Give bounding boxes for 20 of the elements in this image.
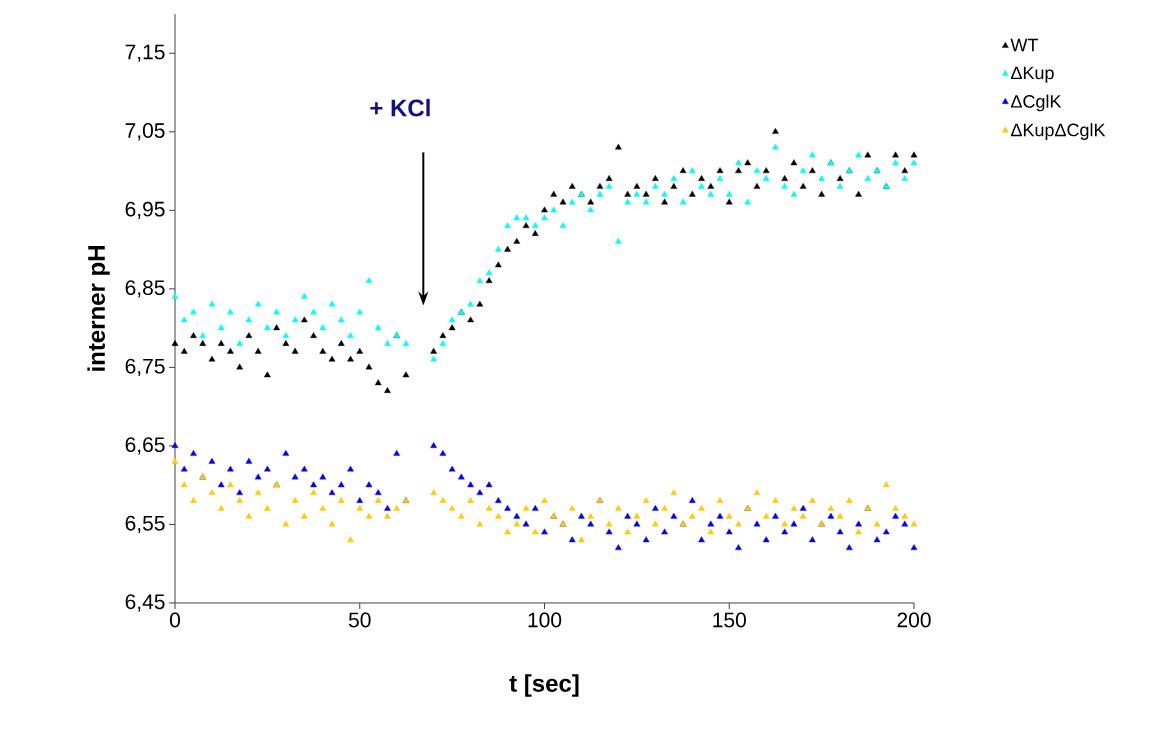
y-tick-label: 6,95 — [125, 201, 165, 219]
x-tick-label: 100 — [528, 612, 562, 628]
y-tick-label: 7,05 — [125, 123, 165, 141]
legend-label: ΔKup — [1010, 66, 1054, 83]
y-tick-label: 6,65 — [125, 437, 165, 455]
legend-label: WT — [1010, 38, 1039, 52]
x-tick-label: 0 — [169, 612, 181, 628]
y-tick-label: 6,45 — [125, 594, 165, 612]
y-tick-label: 7,15 — [125, 44, 165, 62]
legend-label: ΔCglK — [1010, 94, 1062, 112]
legend-label: ΔKupΔCglK — [1010, 123, 1106, 140]
y-tick-label: 6,55 — [125, 515, 165, 534]
x-tick-label: 200 — [897, 612, 931, 628]
y-tick-label: 6,75 — [125, 358, 165, 377]
y-axis-title: interner pH — [87, 246, 110, 371]
x-tick-label: 50 — [348, 612, 371, 628]
x-tick-label: 150 — [713, 612, 746, 628]
x-axis-title: t [sec] — [509, 674, 579, 697]
annotation: + KCl — [370, 98, 430, 117]
y-tick-label: 6,85 — [125, 280, 165, 298]
